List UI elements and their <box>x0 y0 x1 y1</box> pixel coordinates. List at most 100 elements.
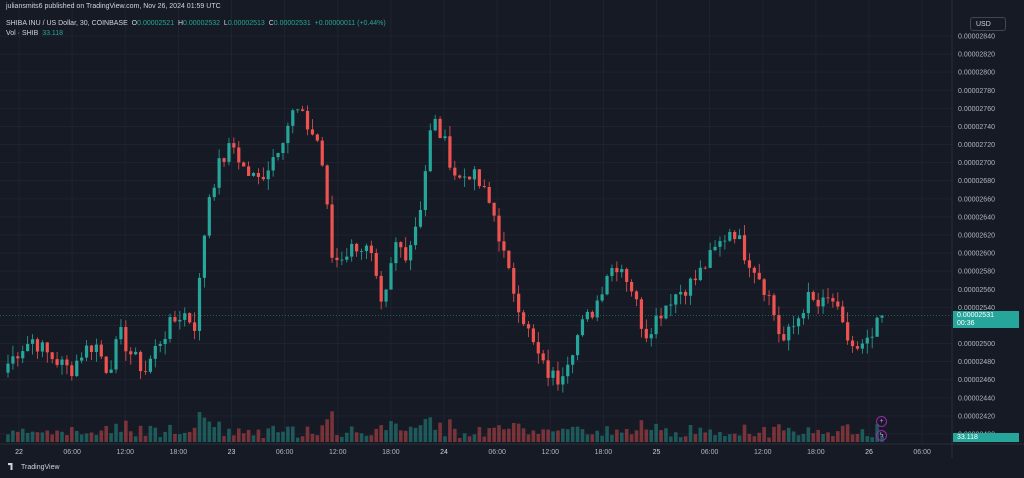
volume-bar <box>678 437 683 442</box>
candle <box>433 114 437 132</box>
price-tick-label: 0.00002580 <box>958 269 995 276</box>
volume-bar <box>497 425 501 442</box>
candle <box>870 327 874 349</box>
time-tick-label: 18:00 <box>382 449 400 456</box>
volume-bar <box>207 421 212 442</box>
volume-bar <box>79 434 84 442</box>
volume-bar <box>399 430 403 442</box>
candle <box>796 316 801 335</box>
volume-bar <box>482 436 487 442</box>
candle <box>26 336 30 352</box>
candle <box>409 240 413 271</box>
price-tick-label: 0.00002680 <box>958 178 995 185</box>
candle <box>301 105 305 112</box>
candle <box>296 109 300 113</box>
candle <box>880 315 884 323</box>
candle <box>531 324 535 345</box>
price-axis[interactable]: 0.00002840 0.00002820 0.00002800 0.00002780… <box>958 34 995 439</box>
volume-bar <box>683 436 688 442</box>
volume-bar <box>325 419 329 442</box>
volume-bar <box>546 429 550 442</box>
candle <box>585 309 589 322</box>
candle <box>787 323 791 351</box>
volume-bar <box>585 434 590 442</box>
candle <box>463 168 467 187</box>
candle <box>359 248 364 260</box>
volume-bar <box>639 420 644 442</box>
candle <box>654 307 658 339</box>
candle <box>664 305 668 320</box>
volume-bar <box>50 434 54 442</box>
candle <box>399 241 403 258</box>
candle <box>384 289 388 307</box>
candle <box>669 293 673 317</box>
volume-bar <box>389 421 393 442</box>
candle <box>733 230 737 244</box>
candle <box>84 340 89 362</box>
candle <box>104 356 108 375</box>
candle <box>477 169 481 189</box>
volume-bar <box>187 431 192 442</box>
candle <box>777 306 781 343</box>
volume-bar <box>791 431 796 442</box>
candle <box>192 312 197 340</box>
tradingview-logo-icon <box>8 463 13 470</box>
tradingview-logo[interactable]: TradingView <box>8 463 60 471</box>
candle <box>80 352 84 364</box>
volume-bar <box>669 436 673 442</box>
candle <box>21 345 25 364</box>
volume-bar <box>531 430 536 442</box>
candle <box>276 152 280 161</box>
candle <box>212 183 216 201</box>
volume-legend: Vol · SHIB 33.118 <box>6 30 64 37</box>
close-value: 0.00002531 <box>273 20 311 27</box>
candle <box>143 360 148 375</box>
volume-bar <box>354 432 359 442</box>
candle <box>772 293 776 321</box>
volume-bar <box>40 432 45 442</box>
plus-icon[interactable]: + <box>876 416 887 427</box>
candle <box>94 338 98 362</box>
candle <box>60 356 64 375</box>
candle <box>453 160 457 180</box>
candle <box>620 264 624 278</box>
volume-bar <box>703 432 708 442</box>
candle <box>413 217 418 250</box>
volume-bar <box>163 431 167 442</box>
volume-bar <box>865 436 870 442</box>
volume-bar <box>173 433 177 442</box>
currency-button[interactable]: USD <box>970 17 1006 31</box>
volume-bar <box>271 425 275 442</box>
volume-bar <box>310 433 315 442</box>
candles <box>6 105 884 393</box>
candle <box>610 264 614 282</box>
time-tick-label: 25 <box>653 449 661 456</box>
volume-bar <box>595 430 600 442</box>
volume-bar <box>462 433 467 442</box>
volume-bar <box>35 432 40 442</box>
candle <box>575 333 580 361</box>
candle <box>708 242 712 268</box>
volume-bar <box>644 429 649 442</box>
volume-bar <box>526 434 531 442</box>
volume-bar <box>30 431 35 442</box>
candle <box>806 282 810 320</box>
symbol-title[interactable]: SHIBA INU / US Dollar, 30, COINBASE <box>6 20 128 27</box>
lightning-icon[interactable]: ϟ <box>876 430 887 441</box>
candle <box>266 161 270 190</box>
volume-bar <box>305 426 310 442</box>
candle <box>487 181 491 204</box>
volume-bar <box>246 429 251 442</box>
time-axis[interactable]: 22 06:00 12:00 18:00 23 06:00 12:00 18:00 24 06:0… <box>15 449 931 456</box>
price-tick-label: 0.00002720 <box>958 142 995 149</box>
candle <box>335 248 339 268</box>
candle <box>448 125 452 171</box>
volume-bar <box>752 436 757 442</box>
candle <box>625 267 629 292</box>
volume-bar <box>796 435 801 442</box>
volume-bar <box>158 437 163 442</box>
candle <box>649 327 653 347</box>
candle <box>320 136 324 167</box>
volume-bar <box>870 437 874 442</box>
